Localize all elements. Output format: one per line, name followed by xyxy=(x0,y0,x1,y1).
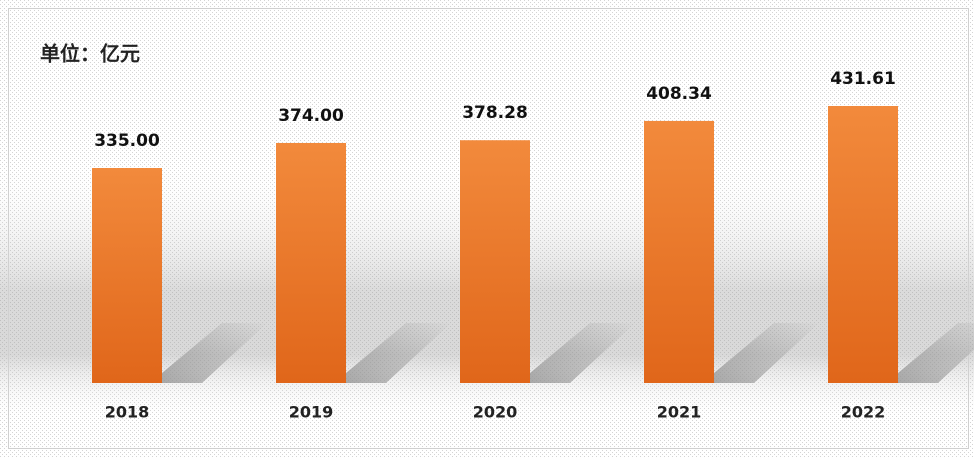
bar xyxy=(92,168,162,383)
chart-title: 单位：亿元 xyxy=(40,42,140,66)
frame xyxy=(8,8,969,449)
value-label: 408.34 xyxy=(646,84,712,104)
bar xyxy=(644,120,714,383)
bar-shadow xyxy=(162,323,267,383)
value-label: 335.00 xyxy=(94,131,160,151)
bar xyxy=(276,142,346,383)
x-tick-label: 2020 xyxy=(473,403,518,422)
bar-shadow xyxy=(530,323,635,383)
bar xyxy=(460,140,530,383)
bar-shadow xyxy=(898,323,974,383)
value-label: 374.00 xyxy=(278,106,344,126)
bar xyxy=(828,106,898,383)
bar-shadow xyxy=(714,323,819,383)
x-tick-label: 2022 xyxy=(841,403,886,422)
value-label: 431.61 xyxy=(830,69,896,89)
bar-shadow xyxy=(346,323,451,383)
x-tick-label: 2019 xyxy=(289,403,334,422)
value-label: 378.28 xyxy=(462,103,528,123)
x-tick-label: 2018 xyxy=(105,403,150,422)
x-tick-label: 2021 xyxy=(657,403,702,422)
